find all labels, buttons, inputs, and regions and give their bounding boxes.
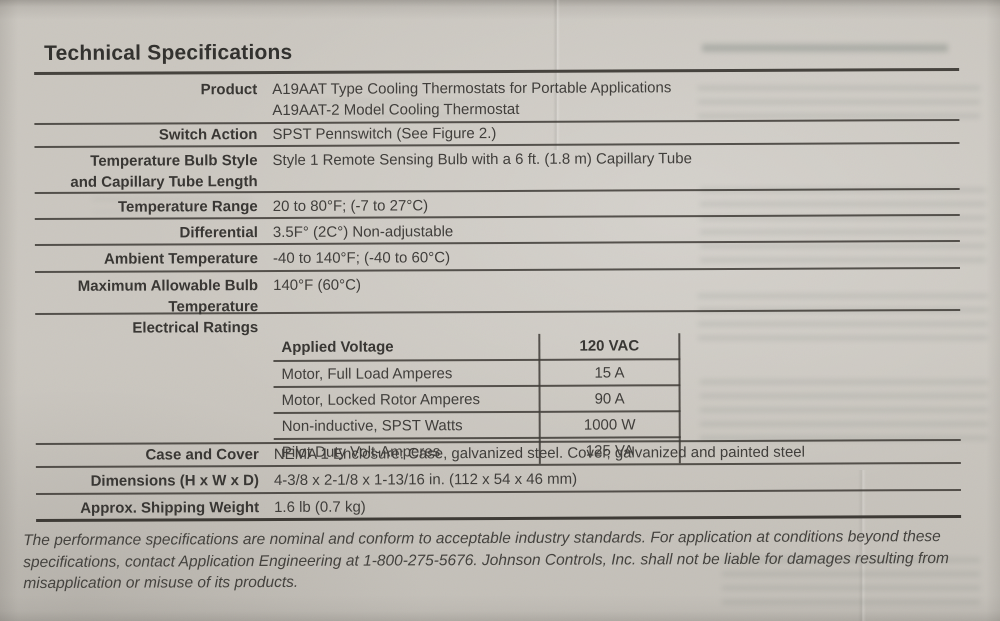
spec-value: SPST Pennswitch (See Figure 2.) xyxy=(272,125,497,143)
spec-row-bulb-style: Temperature Bulb Style and Capillary Tub… xyxy=(34,143,960,195)
spec-row-product: Product A19AAT Type Cooling Thermostats … xyxy=(34,70,960,126)
spec-label: Electrical Ratings xyxy=(132,319,259,337)
spec-row-electrical-ratings: Electrical Ratings Applied Voltage 120 V… xyxy=(35,310,961,465)
rating-row: Motor, Full Load Amperes 15 A xyxy=(273,359,680,387)
rating-value: 1000 W xyxy=(539,411,680,438)
rating-name: Non-inductive, SPST Watts xyxy=(273,411,540,439)
specification-sheet: Technical Specifications Product A19AAT … xyxy=(23,40,962,593)
disclaimer-text: The performance specifications are nomin… xyxy=(23,528,949,593)
rating-value: 120 VAC xyxy=(539,333,680,360)
rating-name: Motor, Full Load Amperes xyxy=(273,359,540,387)
spec-row-differential: Differential 3.5F° (2C°) Non-adjustable xyxy=(34,215,960,247)
spec-value: 20 to 80°F; (-7 to 27°C) xyxy=(272,197,429,215)
spec-label: Switch Action xyxy=(158,126,258,144)
spec-label: Case and Cover xyxy=(145,446,259,464)
spec-value: A19AAT Type Cooling Thermostats for Port… xyxy=(272,79,672,119)
rating-row: Motor, Locked Rotor Amperes 90 A xyxy=(273,385,680,413)
spec-label: Dimensions (H x W x D) xyxy=(90,472,259,490)
spec-value: NEMA 1 Enclosure: Case, galvanized steel… xyxy=(273,443,806,463)
spec-value: Style 1 Remote Sensing Bulb with a 6 ft.… xyxy=(272,150,692,169)
rating-row: Applied Voltage 120 VAC xyxy=(273,333,680,361)
spec-label: Temperature Bulb Style and Capillary Tub… xyxy=(70,152,258,191)
rating-name: Applied Voltage xyxy=(273,333,540,361)
rating-row: Non-inductive, SPST Watts 1000 W xyxy=(273,411,680,439)
spec-label: Differential xyxy=(179,224,258,242)
page-title: Technical Specifications xyxy=(44,40,293,65)
rating-value: 15 A xyxy=(539,359,680,386)
spec-label: Approx. Shipping Weight xyxy=(80,499,260,517)
spec-label: Temperature Range xyxy=(117,198,258,216)
spec-table: Product A19AAT Type Cooling Thermostats … xyxy=(34,70,962,523)
rating-name: Motor, Locked Rotor Amperes xyxy=(273,385,540,413)
spec-value: 3.5F° (2C°) Non-adjustable xyxy=(272,223,454,241)
spec-row-shipping-weight: Approx. Shipping Weight 1.6 lb (0.7 kg) xyxy=(35,490,962,523)
spec-row-temperature-range: Temperature Range 20 to 80°F; (-7 to 27°… xyxy=(34,189,960,221)
spec-row-dimensions: Dimensions (H x W x D) 4-3/8 x 2-1/8 x 1… xyxy=(35,463,961,496)
spec-value: -40 to 140°F; (-40 to 60°C) xyxy=(272,249,451,267)
spec-row-max-bulb-temperature: Maximum Allowable Bulb Temperature 140°F… xyxy=(35,268,961,316)
spec-label: Maximum Allowable Bulb Temperature xyxy=(77,277,259,316)
spec-label: Ambient Temperature xyxy=(104,250,258,268)
spec-value: 140°F (60°C) xyxy=(273,276,361,294)
spec-row-ambient-temperature: Ambient Temperature -40 to 140°F; (-40 t… xyxy=(34,241,961,274)
spec-value: 4-3/8 x 2-1/8 x 1-13/16 in. (112 x 54 x … xyxy=(273,470,578,489)
rating-value: 90 A xyxy=(539,385,680,412)
spec-value: 1.6 lb (0.7 kg) xyxy=(274,498,366,516)
spec-label: Product xyxy=(200,81,258,99)
